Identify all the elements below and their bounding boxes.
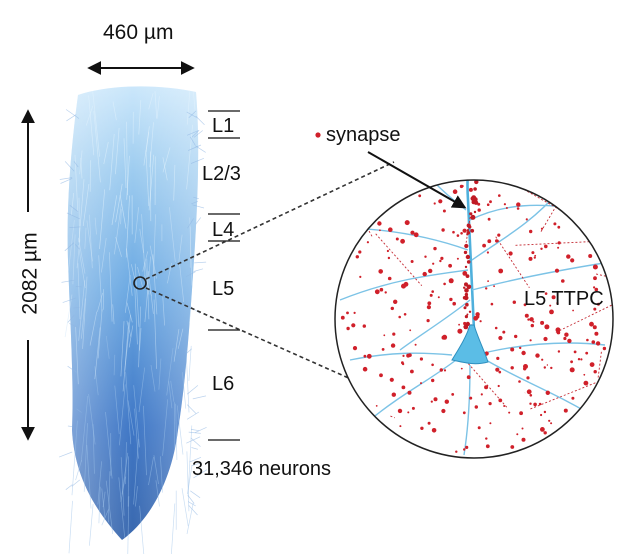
layer-label-l23: L2/3 xyxy=(202,163,241,185)
synapse-pointer-arrow xyxy=(367,151,467,209)
synapse-points xyxy=(340,180,607,453)
zoom-line-bottom xyxy=(145,287,399,401)
layer-label-l6: L6 xyxy=(212,373,235,395)
layer-label-l1: L1 xyxy=(212,115,235,137)
zoom-line-top xyxy=(145,161,395,280)
height-label: 2082 µm xyxy=(18,232,42,315)
synapse-legend-label: synapse xyxy=(326,124,401,146)
layer-label-l4: L4 xyxy=(212,219,235,241)
layer-ticks xyxy=(208,110,240,441)
neuron-count-label: 31,346 neurons xyxy=(192,458,332,480)
cell-type-label: L5 TTPC xyxy=(524,288,604,310)
layer-label-l5: L5 xyxy=(212,278,235,300)
neuron-column xyxy=(58,86,208,554)
synapse-legend-dot xyxy=(315,132,321,138)
selected-neuron-marker xyxy=(133,276,147,290)
width-label: 460 µm xyxy=(103,21,174,44)
column-fibers xyxy=(58,90,208,554)
soma xyxy=(451,324,489,365)
